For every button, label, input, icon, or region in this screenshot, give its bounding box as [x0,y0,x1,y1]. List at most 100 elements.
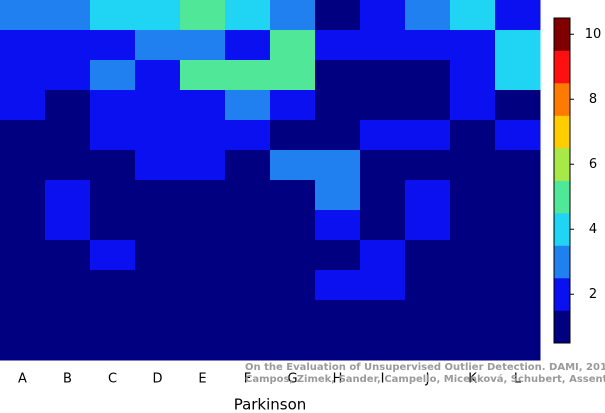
heatmap-cell [45,240,91,271]
heatmap-cell [0,180,46,211]
heatmap-cell [495,180,541,211]
heatmap-cell [405,0,451,31]
colorbar-tick-label: 2 [589,287,597,302]
heatmap-cell [405,300,451,331]
heatmap-cell [315,300,361,331]
heatmap-cell [135,330,181,361]
heatmap-cell [270,120,316,151]
heatmap-cell [405,240,451,271]
heatmap-cell [360,30,406,61]
heatmap-cell [270,270,316,301]
x-tick-label: E [198,372,206,387]
heatmap-cell [270,90,316,121]
heatmap-cell [270,330,316,361]
heatmap-cell [45,60,91,91]
heatmap-cell [0,120,46,151]
heatmap-cell [495,90,541,121]
heatmap-cell [0,240,46,271]
heatmap-cell [405,120,451,151]
heatmap-cell [90,120,136,151]
heatmap-cell [135,90,181,121]
heatmap-cell [45,150,91,181]
heatmap-cell [90,60,136,91]
colorbar-tick-label: 8 [589,92,597,107]
x-tick-label: C [108,372,117,387]
heatmap-cell [360,0,406,31]
heatmap-cell [360,60,406,91]
heatmap-cell [90,90,136,121]
heatmap-cell [0,0,46,31]
x-axis-label: Parkinson [234,396,307,413]
heatmap-cell [450,270,496,301]
colorbar-tick-label: 6 [589,157,597,172]
heatmap-cell [45,270,91,301]
heatmap-cell [360,330,406,361]
heatmap-cell [0,270,46,301]
heatmap-cell [360,150,406,181]
heatmap-cell [90,180,136,211]
colorbar-tick-label: 10 [585,27,602,42]
heatmap-cell [180,150,226,181]
heatmap-cell [135,300,181,331]
heatmap-cell [135,120,181,151]
heatmap-cell [270,60,316,91]
heatmap-cell [315,90,361,121]
heatmap-cell [450,330,496,361]
heatmap-cell [180,60,226,91]
colorbar-segment [554,115,570,149]
heatmap-cell [450,300,496,331]
heatmap-cell [405,90,451,121]
x-tick-label: F [244,372,251,387]
colorbar-segment [554,310,570,344]
heatmap-cell [225,270,271,301]
heatmap-cell [0,150,46,181]
heatmap-cell [135,30,181,61]
heatmap-cell [45,90,91,121]
colorbar-frame [553,17,571,344]
heatmap-cell [180,120,226,151]
heatmap-cell [45,330,91,361]
heatmap-cell [225,90,271,121]
x-tick-label: H [333,372,343,387]
heatmap-cell [450,30,496,61]
heatmap-cell [495,60,541,91]
heatmap-cell [0,210,46,241]
heatmap-cell [405,180,451,211]
heatmap-cell [180,300,226,331]
heatmap-cell [315,330,361,361]
heatmap-cell [315,270,361,301]
heatmap-cell [135,210,181,241]
heatmap-cell [180,0,226,31]
heatmap-cell [405,270,451,301]
heatmap-cell [90,240,136,271]
heatmap-cell [315,150,361,181]
heatmap-cell [225,0,271,31]
heatmap-cell [135,0,181,31]
heatmap-cell [135,270,181,301]
heatmap-cell [450,180,496,211]
heatmap-cell [360,120,406,151]
heatmap-cell [315,210,361,241]
heatmap-cell [450,240,496,271]
heatmap-cell [90,330,136,361]
heatmap-cell [270,180,316,211]
heatmap-cell [225,30,271,61]
x-tick-label: J [425,372,430,387]
heatmap-cell [225,210,271,241]
heatmap-cell [450,150,496,181]
heatmap-cell [495,300,541,331]
heatmap-cell [225,60,271,91]
heatmap-cell [450,0,496,31]
heatmap-cell [90,270,136,301]
heatmap-cell [315,120,361,151]
heatmap-cell [450,90,496,121]
heatmap-cell [45,300,91,331]
heatmap-cell [180,210,226,241]
heatmap-cell [0,330,46,361]
heatmap-cell [360,270,406,301]
heatmap-cell [315,180,361,211]
heatmap-cell [90,30,136,61]
x-tick-label: B [63,372,72,387]
